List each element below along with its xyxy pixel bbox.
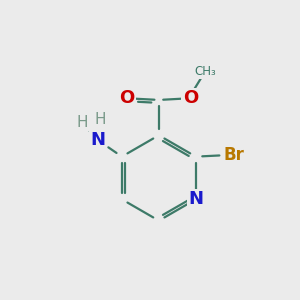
- Text: H: H: [77, 115, 88, 130]
- Text: CH₃: CH₃: [195, 64, 217, 78]
- Text: O: O: [183, 89, 198, 107]
- Text: O: O: [119, 89, 134, 107]
- Text: N: N: [90, 131, 105, 149]
- Text: Br: Br: [224, 146, 244, 164]
- Text: N: N: [188, 190, 203, 208]
- Text: H: H: [95, 112, 106, 127]
